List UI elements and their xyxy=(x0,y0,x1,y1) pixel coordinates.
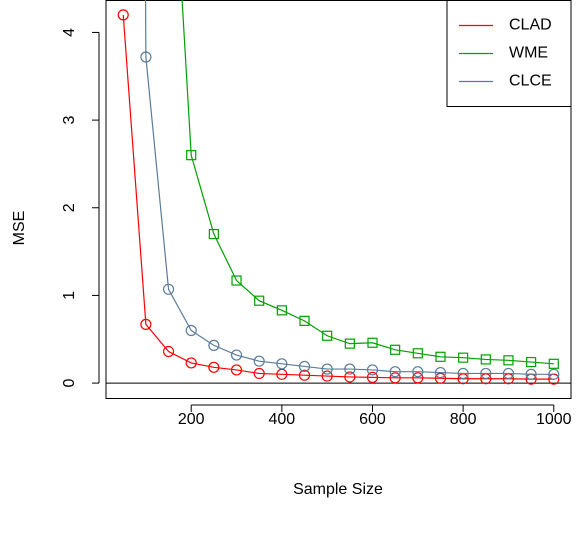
point xyxy=(525,368,537,380)
x-tick-label: 800 xyxy=(450,411,477,428)
point xyxy=(390,344,401,355)
point xyxy=(548,368,560,380)
point xyxy=(208,361,220,373)
x-tick-label: 200 xyxy=(178,411,205,428)
point xyxy=(185,357,197,369)
point xyxy=(299,315,310,326)
x-tick-label: 600 xyxy=(359,411,386,428)
point xyxy=(412,366,424,378)
point xyxy=(254,295,265,306)
point xyxy=(186,150,197,161)
point xyxy=(434,372,447,384)
point xyxy=(412,348,423,359)
point xyxy=(457,367,469,380)
point xyxy=(253,367,265,380)
point xyxy=(366,371,379,383)
point xyxy=(298,369,311,381)
x-tick-label: 400 xyxy=(268,411,295,428)
point xyxy=(321,370,333,382)
point xyxy=(503,355,514,366)
point xyxy=(208,339,220,352)
point xyxy=(162,283,175,295)
point xyxy=(276,305,287,316)
point xyxy=(502,367,515,380)
point xyxy=(435,351,446,362)
legend-label: WME xyxy=(509,45,548,62)
y-tick-label: 4 xyxy=(61,28,78,37)
point xyxy=(276,358,288,370)
legend-label: CLAD xyxy=(509,17,552,34)
y-tick-label: 0 xyxy=(61,379,78,388)
y-tick-label: 1 xyxy=(61,291,78,300)
y-axis-label: MSE xyxy=(11,211,28,246)
point xyxy=(367,337,378,348)
point xyxy=(412,372,424,384)
point xyxy=(208,228,219,240)
point xyxy=(298,360,311,373)
point xyxy=(458,352,469,363)
legend-label: CLCE xyxy=(509,73,552,90)
point xyxy=(344,363,356,375)
point xyxy=(480,367,492,380)
point xyxy=(230,364,243,376)
point xyxy=(389,372,401,384)
point xyxy=(366,364,379,376)
x-tick-label: 1000 xyxy=(536,411,572,428)
point xyxy=(140,51,152,63)
point xyxy=(185,324,197,337)
point xyxy=(162,345,175,358)
series-line xyxy=(181,0,554,365)
point xyxy=(480,354,491,365)
point xyxy=(434,366,447,379)
point xyxy=(322,330,333,341)
point xyxy=(117,9,129,21)
point xyxy=(231,275,242,286)
point xyxy=(344,338,355,349)
point xyxy=(389,366,401,378)
point xyxy=(526,356,537,368)
point xyxy=(321,363,333,375)
point xyxy=(548,358,559,369)
point xyxy=(344,371,356,383)
y-tick-label: 2 xyxy=(61,203,78,212)
plot-box xyxy=(105,0,572,399)
plot-area xyxy=(106,0,571,385)
point xyxy=(140,318,152,330)
x-axis-label: Sample Size xyxy=(293,481,383,498)
point xyxy=(253,355,265,367)
series-line xyxy=(122,14,554,380)
y-tick-label: 3 xyxy=(61,116,78,125)
point xyxy=(230,349,243,361)
